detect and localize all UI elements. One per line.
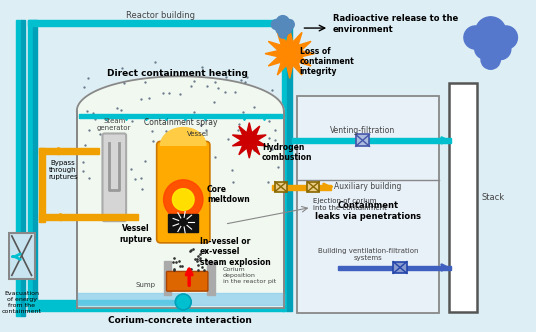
Text: Building ventilation-filtration
systems: Building ventilation-filtration systems [318, 248, 418, 261]
FancyBboxPatch shape [102, 133, 126, 221]
Circle shape [271, 20, 281, 30]
Text: Corium-concrete interaction: Corium-concrete interaction [108, 316, 252, 325]
Text: Hydrogen
combustion: Hydrogen combustion [262, 142, 312, 162]
Text: Reactor building: Reactor building [126, 11, 195, 20]
Circle shape [475, 17, 506, 47]
FancyBboxPatch shape [9, 233, 35, 279]
Bar [282, 20, 287, 311]
Bar [40, 214, 138, 220]
Text: Ejection of corium
into the containment: Ejection of corium into the containment [314, 198, 387, 211]
Bar [33, 20, 38, 311]
Polygon shape [161, 127, 206, 145]
Bar [393, 262, 407, 273]
Bar [25, 300, 177, 305]
Bar [296, 96, 440, 313]
Circle shape [490, 39, 511, 59]
Text: Radioactive release to the
environment: Radioactive release to the environment [333, 14, 458, 34]
Bar [16, 20, 21, 316]
Bar [163, 261, 172, 295]
Text: Steam
generator: Steam generator [97, 118, 131, 130]
Text: Containment spray: Containment spray [144, 118, 217, 127]
Circle shape [481, 50, 500, 69]
Text: Bypass
through
ruptures: Bypass through ruptures [48, 160, 78, 180]
Bar [449, 83, 477, 312]
Text: Containment
leaks via penetrations: Containment leaks via penetrations [315, 202, 421, 221]
Circle shape [175, 294, 191, 310]
Text: Vessel: Vessel [187, 131, 209, 137]
Circle shape [276, 16, 289, 29]
Bar [40, 148, 46, 222]
Bar [27, 20, 284, 26]
Bar [77, 293, 284, 305]
Bar [79, 114, 282, 118]
Bar [77, 111, 284, 308]
Bar [308, 182, 319, 192]
Text: Loss of
containment
integrity: Loss of containment integrity [300, 47, 354, 76]
Bar [27, 20, 33, 311]
Text: Core
meltdown: Core meltdown [207, 185, 250, 204]
Text: In-vessel or
ex-vessel
steam explosion: In-vessel or ex-vessel steam explosion [200, 237, 271, 267]
FancyBboxPatch shape [167, 272, 208, 291]
Circle shape [464, 26, 487, 49]
FancyBboxPatch shape [157, 141, 210, 243]
Bar [40, 148, 99, 154]
Text: Corium
deposition
in the reactor pit: Corium deposition in the reactor pit [222, 267, 276, 284]
Text: Sump: Sump [136, 282, 155, 288]
Text: Auxiliary building: Auxiliary building [334, 182, 401, 191]
Polygon shape [77, 76, 284, 111]
Circle shape [279, 30, 287, 38]
Bar [168, 214, 198, 232]
Bar [27, 305, 284, 311]
Bar [356, 134, 369, 146]
Bar [272, 185, 331, 190]
Polygon shape [265, 29, 314, 78]
Circle shape [276, 25, 285, 34]
Text: Evacuation
of energy
from the
containment: Evacuation of energy from the containmen… [2, 291, 42, 313]
Circle shape [284, 20, 294, 30]
Text: Venting-filtration: Venting-filtration [330, 126, 395, 135]
Bar [292, 138, 451, 143]
Bar [338, 266, 451, 271]
Circle shape [282, 25, 292, 34]
Circle shape [163, 180, 203, 219]
Text: Direct containment heating: Direct containment heating [107, 69, 248, 78]
Circle shape [494, 26, 517, 49]
Circle shape [173, 189, 194, 210]
Bar [287, 20, 292, 311]
Text: Vessel
rupture: Vessel rupture [120, 224, 152, 244]
Bar [21, 20, 25, 316]
Text: Stack: Stack [482, 193, 505, 202]
Circle shape [475, 38, 496, 59]
Bar [275, 182, 287, 192]
Polygon shape [233, 123, 266, 158]
Bar [207, 261, 215, 295]
